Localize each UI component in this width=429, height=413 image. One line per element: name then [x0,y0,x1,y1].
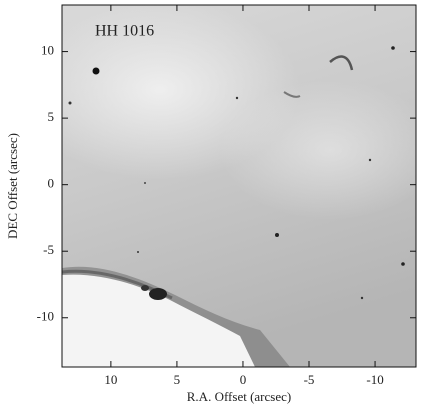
sky-image [62,5,416,367]
x-tick-label: 0 [240,372,247,387]
annotation: HH 1016 [95,23,154,40]
x-tick-label: -5 [304,372,315,387]
y-tick-label: 5 [48,109,55,124]
x-tick-label: -10 [366,372,383,387]
y-tick-label: 0 [48,176,55,191]
x-axis-label: R.A. Offset (arcsec) [187,389,291,404]
x-tick-label: 5 [174,372,181,387]
y-tick-label: -5 [43,242,54,257]
y-tick-label: 10 [41,43,54,58]
y-axis-label: DEC Offset (arcsec) [5,133,20,239]
y-tick-label: -10 [37,309,54,324]
x-tick-label: 10 [104,372,117,387]
plot-frame [61,4,417,368]
